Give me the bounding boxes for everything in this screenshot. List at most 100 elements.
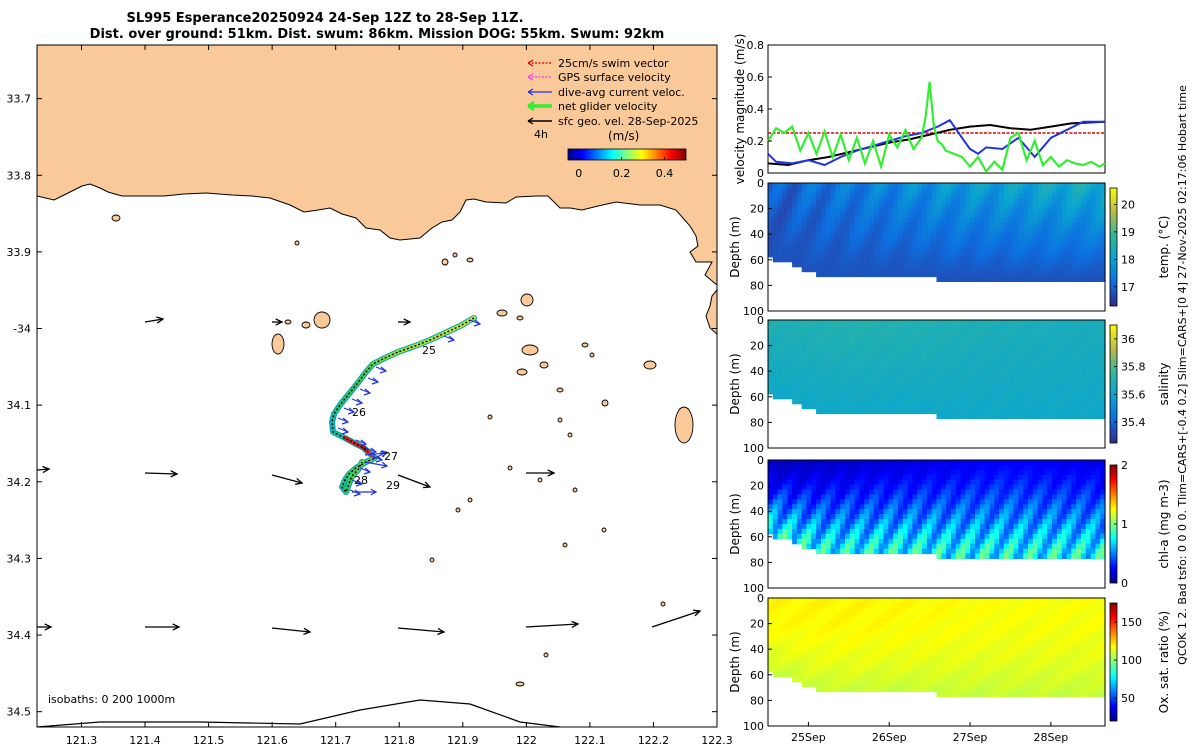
section-cell: [902, 197, 909, 204]
section-cell: [859, 359, 865, 365]
section-cell: [864, 627, 870, 633]
section-cell: [845, 403, 851, 410]
section-cell: [907, 217, 913, 223]
section-cell: [941, 398, 947, 405]
section-cell: [859, 528, 865, 535]
section-cell: [883, 349, 889, 355]
section-cell: [926, 479, 933, 486]
section-cell: [1037, 388, 1043, 395]
section-cell: [849, 607, 856, 614]
section-cell: [1090, 197, 1096, 204]
section-cell: [787, 222, 793, 228]
section-cell: [917, 349, 923, 355]
section-cell: [768, 632, 774, 638]
section-cell: [941, 324, 947, 331]
section-cell: [869, 657, 875, 663]
section-cell: [787, 647, 793, 653]
section-cell: [912, 676, 918, 683]
section-cell: [912, 379, 918, 385]
section-cell: [883, 607, 889, 614]
section-cell: [792, 202, 798, 209]
section-cell: [821, 261, 827, 268]
section-cell: [984, 504, 990, 510]
section-cell: [1052, 212, 1058, 218]
section-cell: [1037, 408, 1043, 415]
section-cell: [864, 504, 870, 510]
section-cell: [1056, 469, 1063, 476]
section-cell: [1013, 192, 1019, 199]
section-cell: [1085, 344, 1092, 351]
section-cell: [1023, 271, 1029, 278]
section-cell: [994, 247, 1000, 253]
section-cell: [1066, 222, 1072, 228]
section-cell: [1003, 344, 1010, 351]
section-cell: [926, 676, 933, 683]
section-cell: [883, 247, 889, 253]
section-cell: [888, 617, 894, 624]
section-cell: [917, 408, 923, 415]
section-cell: [1061, 393, 1068, 400]
section-cell: [946, 320, 952, 326]
section-cell: [1047, 354, 1053, 360]
section-cell: [1023, 543, 1029, 550]
section-cell: [950, 374, 957, 380]
section-cell: [989, 369, 995, 375]
section-cell: [873, 676, 880, 683]
section-cell: [888, 469, 894, 476]
section-cell: [830, 642, 836, 648]
section-cell: [873, 329, 880, 336]
current-vector-head: [363, 467, 372, 475]
section-cell: [1100, 504, 1106, 510]
section-cell: [1080, 197, 1087, 204]
section-cell: [821, 408, 827, 415]
section-cell: [950, 261, 957, 268]
section-cell: [835, 329, 841, 336]
section-cell: [864, 464, 870, 471]
section-cell: [893, 339, 899, 346]
section-cell: [970, 369, 976, 375]
section-y-tick-label: 100: [743, 582, 764, 595]
section-cell: [849, 642, 856, 648]
section-cell: [811, 519, 817, 525]
section-cell: [917, 612, 923, 619]
section-cell: [1061, 504, 1068, 510]
section-cell: [999, 247, 1005, 253]
section-cell: [917, 642, 923, 648]
section-cell: [960, 499, 966, 505]
section-cell: [893, 344, 899, 351]
section-cell: [926, 622, 933, 629]
section-cell: [796, 622, 803, 629]
section-cell: [1095, 464, 1101, 471]
section-cell: [787, 393, 793, 400]
speed-colorbar: [567, 148, 687, 161]
section-cell: [1061, 344, 1068, 351]
section-cell: [777, 207, 783, 214]
section-cell: [907, 344, 913, 351]
section-cell: [936, 261, 942, 268]
section-cell: [806, 474, 812, 481]
section-cell: [796, 499, 803, 505]
section-cell: [922, 642, 928, 648]
section-cell: [994, 533, 1000, 540]
section-cell: [917, 227, 923, 233]
section-cell: [1023, 369, 1029, 375]
section-cell: [825, 538, 832, 545]
section-cell: [994, 212, 1000, 218]
section-cell: [883, 354, 889, 360]
section-cell: [835, 344, 841, 351]
section-cell: [931, 484, 938, 491]
section-cell: [994, 519, 1000, 525]
section-cell: [893, 393, 899, 400]
section-cell: [999, 227, 1005, 233]
section-cell: [893, 617, 899, 624]
section-cell: [821, 662, 827, 668]
section-cell: [1100, 197, 1106, 204]
section-cell: [782, 232, 788, 238]
section-cell: [936, 403, 942, 410]
section-cell: [845, 247, 851, 253]
section-cell: [825, 464, 832, 471]
section-cell: [864, 676, 870, 683]
section-cell: [1071, 519, 1077, 525]
section-cell: [873, 369, 880, 375]
section-cell: [1052, 553, 1058, 559]
